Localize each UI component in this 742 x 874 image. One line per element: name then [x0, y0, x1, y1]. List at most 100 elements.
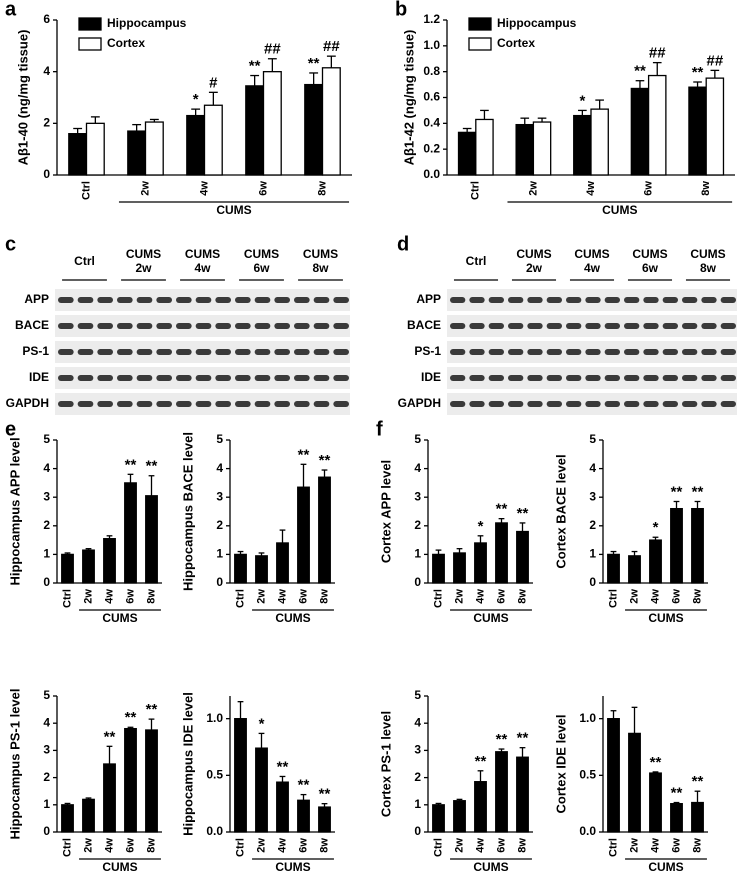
- blot-band: [604, 297, 620, 303]
- x-tick-label: 4w: [276, 589, 288, 604]
- lane-label: CUMS: [126, 247, 161, 261]
- blot-band: [156, 401, 172, 407]
- blot-band: [58, 349, 74, 355]
- blot-band: [662, 323, 678, 329]
- y-axis-label: Hippocampus APP level: [7, 437, 22, 585]
- y-tick-label: 1: [414, 547, 421, 561]
- blot-band: [566, 349, 582, 355]
- blot-band: [720, 323, 736, 329]
- blot-band: [527, 297, 543, 303]
- group-label: CUMS: [473, 860, 508, 874]
- y-tick-label: 0: [43, 167, 50, 181]
- y-axis-label: Cortex IDE level: [553, 715, 568, 814]
- blot-band: [643, 349, 659, 355]
- bar: [82, 798, 95, 833]
- blot-band: [450, 401, 466, 407]
- y-tick-label: 1: [216, 547, 223, 561]
- legend-label: Cortex: [497, 36, 535, 50]
- significance-mark: **: [308, 55, 320, 72]
- blot-band: [97, 349, 113, 355]
- x-tick-label: 8w: [316, 181, 328, 196]
- x-tick-label: 6w: [670, 589, 682, 604]
- blot-band: [195, 401, 212, 407]
- significance-mark: *: [478, 518, 484, 535]
- bar: [590, 108, 609, 176]
- group-label: CUMS: [275, 611, 310, 625]
- panel-label: d: [397, 233, 409, 255]
- lane-label: 8w: [312, 261, 329, 275]
- blot-band: [117, 349, 133, 355]
- y-tick-label: 4: [414, 461, 421, 475]
- blot-band: [254, 349, 271, 355]
- blot-band: [274, 323, 290, 329]
- y-tick-label: 0: [216, 575, 223, 589]
- bar: [234, 718, 247, 833]
- blot-band: [566, 323, 582, 329]
- y-tick-label: 4: [43, 461, 50, 475]
- blot-band: [643, 297, 659, 303]
- panel-label: e: [5, 418, 16, 440]
- blot-band: [720, 401, 736, 407]
- x-tick-label: 2w: [255, 589, 267, 604]
- legend-swatch: [78, 37, 102, 51]
- blot-band: [274, 375, 290, 381]
- blot-band: [215, 323, 231, 329]
- blot-band: [97, 401, 113, 407]
- blot-band: [156, 323, 172, 329]
- group-label: CUMS: [275, 860, 310, 874]
- significance-mark: **: [298, 446, 310, 463]
- blot-band: [450, 323, 466, 329]
- blot-band: [701, 401, 717, 407]
- significance-mark: #: [209, 74, 218, 91]
- group-label: CUMS: [648, 860, 683, 874]
- bar: [255, 555, 268, 584]
- blot-band: [720, 297, 736, 303]
- y-axis-label: Cortex PS-1 level: [378, 711, 393, 817]
- y-tick-label: 0.4: [423, 116, 440, 130]
- bar: [203, 104, 223, 176]
- y-tick-label: 3: [414, 743, 421, 757]
- bar: [127, 130, 147, 176]
- x-tick-label: 6w: [495, 838, 507, 853]
- y-axis-label: Cortex APP level: [378, 460, 393, 563]
- blot-band: [156, 375, 172, 381]
- x-tick-label: Ctrl: [470, 181, 482, 200]
- blot-band: [254, 375, 271, 381]
- blot-band: [136, 323, 153, 329]
- blot-band: [624, 375, 640, 381]
- y-tick-label: 2: [216, 518, 223, 532]
- significance-mark: **: [104, 728, 116, 745]
- group-label: CUMS: [102, 860, 137, 874]
- blot-band: [156, 297, 172, 303]
- bar: [670, 803, 683, 833]
- blot-band: [97, 297, 113, 303]
- blot-band: [488, 297, 504, 303]
- blot-band: [585, 375, 601, 381]
- y-axis-label: Hippocampus BACE level: [180, 432, 195, 591]
- blot-band: [176, 375, 192, 381]
- significance-mark: ##: [649, 45, 666, 62]
- bar: [649, 539, 662, 584]
- blot-band: [294, 323, 310, 329]
- bar: [516, 756, 529, 833]
- bar: [186, 114, 206, 176]
- blot-band: [176, 297, 192, 303]
- y-tick-label: 2: [43, 770, 50, 784]
- significance-mark: **: [298, 777, 310, 794]
- blot-band: [643, 401, 659, 407]
- x-tick-label: 6w: [297, 838, 309, 853]
- bar: [475, 118, 494, 176]
- x-tick-label: 6w: [124, 589, 136, 604]
- x-tick-label: Ctrl: [607, 589, 619, 608]
- bar: [516, 530, 529, 584]
- blot-band: [450, 297, 466, 303]
- blot-band: [235, 375, 251, 381]
- blot-row-label: IDE: [421, 370, 441, 384]
- bar: [321, 67, 341, 176]
- blot-band: [604, 349, 620, 355]
- blot-band: [77, 297, 94, 303]
- y-tick-label: 0.0: [206, 824, 223, 838]
- x-tick-label: 4w: [585, 181, 597, 196]
- legend-label: Hippocampus: [497, 16, 577, 30]
